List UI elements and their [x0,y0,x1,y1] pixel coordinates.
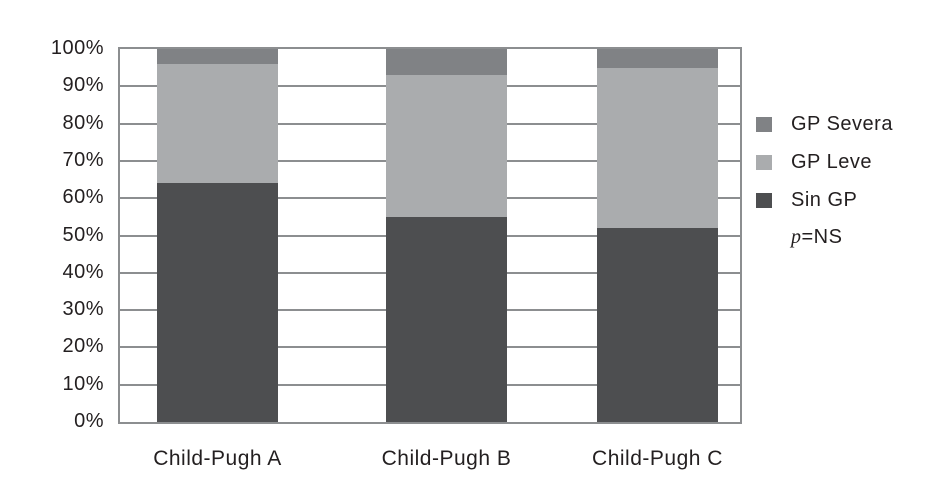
legend-item-sin-gp: Sin GP [756,188,893,212]
gp-severa-swatch-icon [756,116,772,132]
y-tick-label-30: 30% [62,298,104,321]
bar-child-pugh-a [157,49,278,422]
segment-sin-gp [157,183,278,422]
legend-item-gp-severa: GP Severa [756,112,893,136]
legend-label-gp-severa: GP Severa [791,112,893,135]
x-label-child-pugh-b: Child-Pugh B [381,447,512,470]
segment-gp-severa [386,49,507,76]
p-value-italic: p [791,226,802,248]
segment-gp-leve [386,75,507,217]
y-tick-label-70: 70% [62,148,104,171]
p-value-annotation: p=NS [756,226,893,250]
y-tick-label-90: 90% [62,74,104,97]
x-label-child-pugh-c: Child-Pugh C [592,447,723,470]
legend-label-gp-leve: GP Leve [791,150,872,173]
y-tick-label-0: 0% [74,410,104,432]
y-tick-label-100: 100% [50,37,104,59]
y-tick-label-10: 10% [62,372,104,395]
segment-gp-leve [597,67,718,229]
segment-gp-severa [157,49,278,64]
y-tick-label-60: 60% [62,186,104,209]
segment-gp-severa [597,49,718,68]
y-tick-label-20: 20% [62,335,104,358]
legend-item-gp-leve: GP Leve [756,150,893,174]
gp-leve-swatch-icon [756,154,772,170]
segment-sin-gp [597,228,718,422]
legend: GP Severa GP Leve Sin GP p=NS [756,112,893,250]
p-value-rest: =NS [801,226,843,248]
segment-gp-leve [157,63,278,184]
segment-sin-gp [386,216,507,422]
legend-label-sin-gp: Sin GP [791,188,858,211]
y-tick-label-80: 80% [62,111,104,134]
x-label-child-pugh-a: Child-Pugh A [153,447,282,470]
y-tick-label-40: 40% [62,260,104,283]
bar-child-pugh-b [386,49,507,422]
plot-area [118,47,742,424]
bar-child-pugh-c [597,49,718,422]
y-tick-label-50: 50% [62,223,104,246]
sin-gp-swatch-icon [756,192,772,208]
